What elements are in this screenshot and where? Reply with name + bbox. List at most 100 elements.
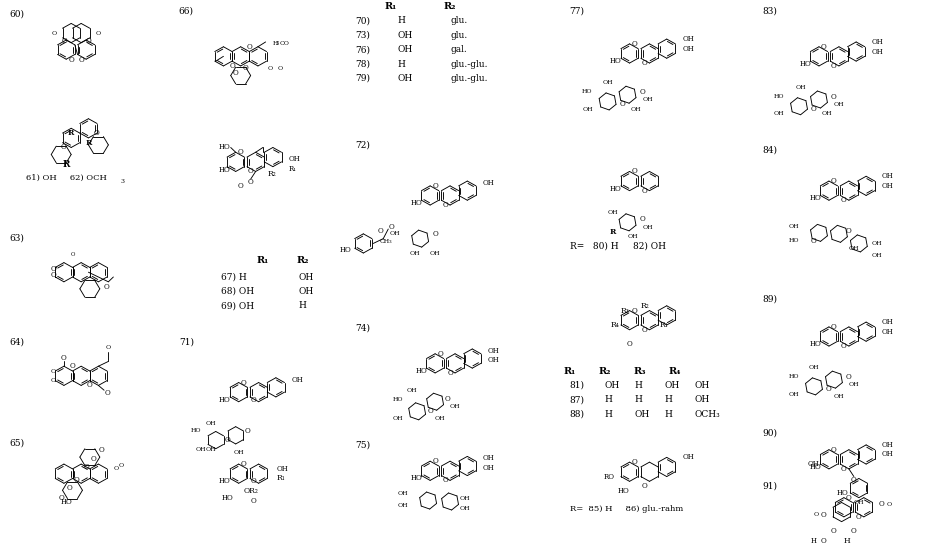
Text: O: O [50,266,56,273]
Text: OH: OH [821,111,832,116]
Text: 79): 79) [355,74,370,83]
Text: O: O [810,105,816,113]
Text: HO: HO [219,396,230,404]
Text: OH: OH [482,464,495,472]
Text: O: O [442,476,447,484]
Text: O: O [631,167,636,175]
Text: R₄: R₄ [610,321,619,329]
Text: 73): 73) [355,31,370,40]
Text: R: R [67,129,74,137]
Text: O: O [830,527,836,535]
Text: 91): 91) [762,481,776,490]
Text: 70): 70) [355,16,370,26]
Text: 88): 88) [569,409,584,419]
Text: OH: OH [396,45,412,54]
Text: 3: 3 [120,179,124,184]
Text: HO: HO [808,340,820,348]
Text: O: O [247,167,253,175]
Text: R: R [62,160,70,169]
Text: O: O [431,230,437,238]
Text: O: O [641,59,647,67]
Text: OH: OH [871,254,882,258]
Text: O: O [830,62,836,70]
Text: O: O [830,446,836,454]
Text: R₁: R₁ [256,256,268,265]
Text: HO: HO [799,60,810,68]
Text: O: O [278,66,283,71]
Text: OH: OH [205,421,215,426]
Text: O: O [70,252,75,257]
Text: O: O [878,500,884,508]
Text: O: O [90,455,96,463]
Text: OH: OH [633,409,649,419]
Text: O: O [820,537,826,543]
Text: OH: OH [195,447,206,452]
Text: O: O [639,216,645,223]
Text: R: R [609,228,615,236]
Text: O: O [50,271,56,279]
Text: OH: OH [396,31,412,40]
Text: gal.: gal. [449,45,466,54]
Text: OH: OH [871,38,883,46]
Text: OH: OH [460,496,470,501]
Text: 64): 64) [9,337,25,346]
Text: R₁: R₁ [659,321,667,329]
Text: O: O [377,227,382,235]
Text: HO: HO [773,94,784,99]
Text: O: O [250,396,256,404]
Text: O: O [855,513,861,521]
Text: O: O [68,56,74,64]
Text: R₂: R₂ [639,302,649,310]
Text: HO: HO [787,238,799,243]
Text: O: O [93,129,99,137]
Text: O: O [106,345,110,350]
Text: O: O [840,196,846,204]
Text: 72): 72) [355,141,370,150]
Text: O: O [840,342,846,350]
Text: H: H [664,395,671,405]
Text: OH: OH [277,465,288,473]
Text: O: O [61,353,67,362]
Text: O: O [830,177,836,185]
Text: OH: OH [233,450,244,455]
Text: H: H [843,537,850,543]
Text: HO: HO [219,166,230,174]
Text: OH: OH [292,376,303,384]
Text: OR₂: OR₂ [244,487,259,495]
Text: O: O [104,389,110,397]
Text: 67) H: 67) H [221,273,246,281]
Text: O: O [830,323,836,331]
Text: O: O [631,40,636,48]
Text: 75): 75) [355,440,370,449]
Text: O: O [113,466,119,471]
Text: O: O [246,43,252,50]
Text: O: O [59,494,64,502]
Text: glu.: glu. [449,16,467,26]
Text: O: O [243,64,248,72]
Text: O: O [442,201,447,209]
Text: 74): 74) [355,323,370,332]
Text: OH: OH [393,416,403,421]
Text: O: O [98,446,104,454]
Text: OH: OH [397,491,408,496]
Text: OH: OH [434,416,445,421]
Text: O: O [87,381,93,389]
Text: OH: OH [298,273,313,281]
Text: OH: OH [833,102,844,107]
Text: O: O [431,182,437,190]
Text: O: O [228,62,235,70]
Text: OH: OH [787,392,799,396]
Text: O: O [626,340,632,348]
Text: OH: OH [460,506,470,511]
Text: HO: HO [410,199,422,207]
Text: R₁: R₁ [563,367,575,376]
Text: O: O [238,182,244,190]
Text: H: H [633,395,642,405]
Text: 66): 66) [178,7,194,15]
Text: OH: OH [773,111,784,116]
Text: HO: HO [410,475,422,483]
Text: O: O [641,326,647,334]
Text: R₄: R₄ [667,367,680,376]
Text: R₃: R₃ [619,307,629,314]
Text: O: O [52,31,57,36]
